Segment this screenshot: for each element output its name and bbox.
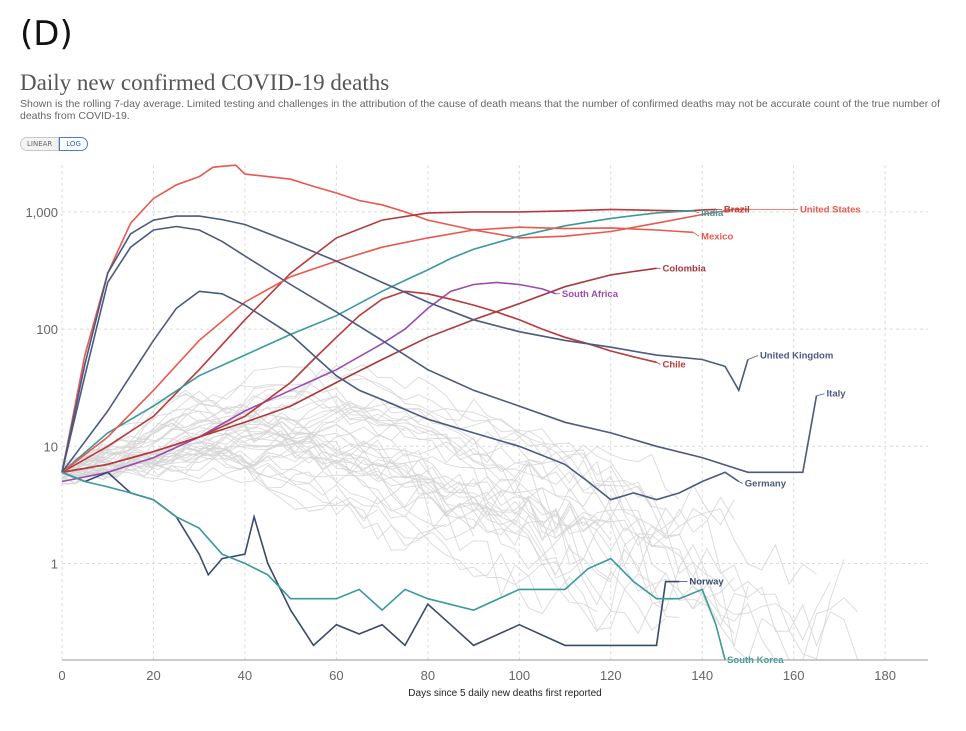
series-label: Brazil bbox=[724, 204, 750, 215]
series-line-norway bbox=[61, 471, 680, 647]
series-label: United Kingdom bbox=[760, 350, 833, 361]
background-country-line bbox=[61, 383, 666, 575]
x-tick-label: 180 bbox=[874, 668, 896, 683]
scale-toggle: LINEAR LOG bbox=[20, 137, 88, 151]
series-label: United States bbox=[800, 204, 861, 215]
linear-scale-button[interactable]: LINEAR bbox=[20, 137, 60, 151]
log-scale-button[interactable]: LOG bbox=[59, 137, 88, 151]
x-tick-label: 0 bbox=[58, 668, 65, 683]
y-tick-label: 10 bbox=[44, 439, 58, 454]
background-country-line bbox=[61, 448, 680, 618]
chart-axes: 0 20 40 60 80 100 120 140 160 180 1 10 100 1,000 Days … bbox=[25, 205, 928, 699]
series-label: Chile bbox=[662, 359, 685, 370]
series-line-south-africa bbox=[61, 281, 557, 483]
series-line-united-kingdom bbox=[61, 215, 749, 473]
series-line-united-states bbox=[61, 164, 748, 473]
x-tick-label: 60 bbox=[329, 668, 343, 683]
background-country-line bbox=[61, 372, 735, 527]
series-label: South Africa bbox=[562, 289, 619, 300]
chart-series bbox=[61, 164, 818, 661]
series-line-india bbox=[61, 210, 694, 473]
background-country-line bbox=[61, 394, 859, 661]
chart-title: Daily new confirmed COVID-19 deaths bbox=[20, 70, 390, 95]
background-country-lines bbox=[61, 364, 859, 661]
background-country-line bbox=[61, 459, 790, 661]
x-tick-label: 140 bbox=[691, 668, 713, 683]
background-country-line bbox=[61, 408, 571, 589]
x-tick-label: 100 bbox=[508, 668, 530, 683]
y-tick-label: 1,000 bbox=[25, 205, 58, 220]
background-country-line bbox=[61, 365, 625, 520]
x-axis-label: Days since 5 daily new deaths first repo… bbox=[408, 688, 601, 699]
y-tick-label: 100 bbox=[36, 322, 58, 337]
series-label: Norway bbox=[689, 577, 724, 588]
background-country-line bbox=[61, 432, 859, 661]
background-country-line bbox=[61, 422, 475, 537]
panel-label: (D) bbox=[20, 14, 73, 54]
y-tick-label: 1 bbox=[51, 556, 58, 571]
background-country-line bbox=[61, 453, 447, 547]
series-label-leader bbox=[816, 393, 825, 397]
chart-subtitle: Shown is the rolling 7-day average. Limi… bbox=[20, 98, 940, 122]
series-line-chile bbox=[61, 290, 657, 474]
background-country-line bbox=[61, 401, 666, 511]
x-tick-label: 80 bbox=[421, 668, 435, 683]
x-tick-label: 40 bbox=[238, 668, 252, 683]
series-label-leader bbox=[747, 355, 759, 360]
background-country-line bbox=[61, 406, 817, 586]
series-label: Colombia bbox=[662, 263, 706, 274]
series-label: Mexico bbox=[701, 231, 733, 242]
series-line-south-korea bbox=[61, 471, 726, 661]
background-country-line bbox=[61, 455, 557, 556]
x-tick-label: 120 bbox=[600, 668, 622, 683]
series-label: India bbox=[701, 208, 724, 219]
series-line-brazil bbox=[61, 208, 716, 473]
background-country-line bbox=[61, 423, 680, 539]
series-label-leader bbox=[738, 481, 743, 484]
series-line-italy bbox=[61, 225, 818, 474]
background-country-line bbox=[61, 441, 749, 601]
background-country-line bbox=[61, 392, 749, 647]
chart-grid bbox=[61, 165, 928, 660]
x-tick-label: 20 bbox=[146, 668, 160, 683]
series-label-leader bbox=[692, 210, 700, 214]
series-line-germany bbox=[61, 290, 740, 501]
background-country-line bbox=[61, 388, 845, 660]
series-label: Italy bbox=[827, 389, 847, 400]
series-label: Germany bbox=[745, 479, 787, 490]
series-label-leader bbox=[656, 361, 661, 365]
series-label-leader bbox=[692, 231, 700, 237]
series-line-mexico bbox=[61, 226, 694, 473]
x-tick-label: 160 bbox=[783, 668, 805, 683]
